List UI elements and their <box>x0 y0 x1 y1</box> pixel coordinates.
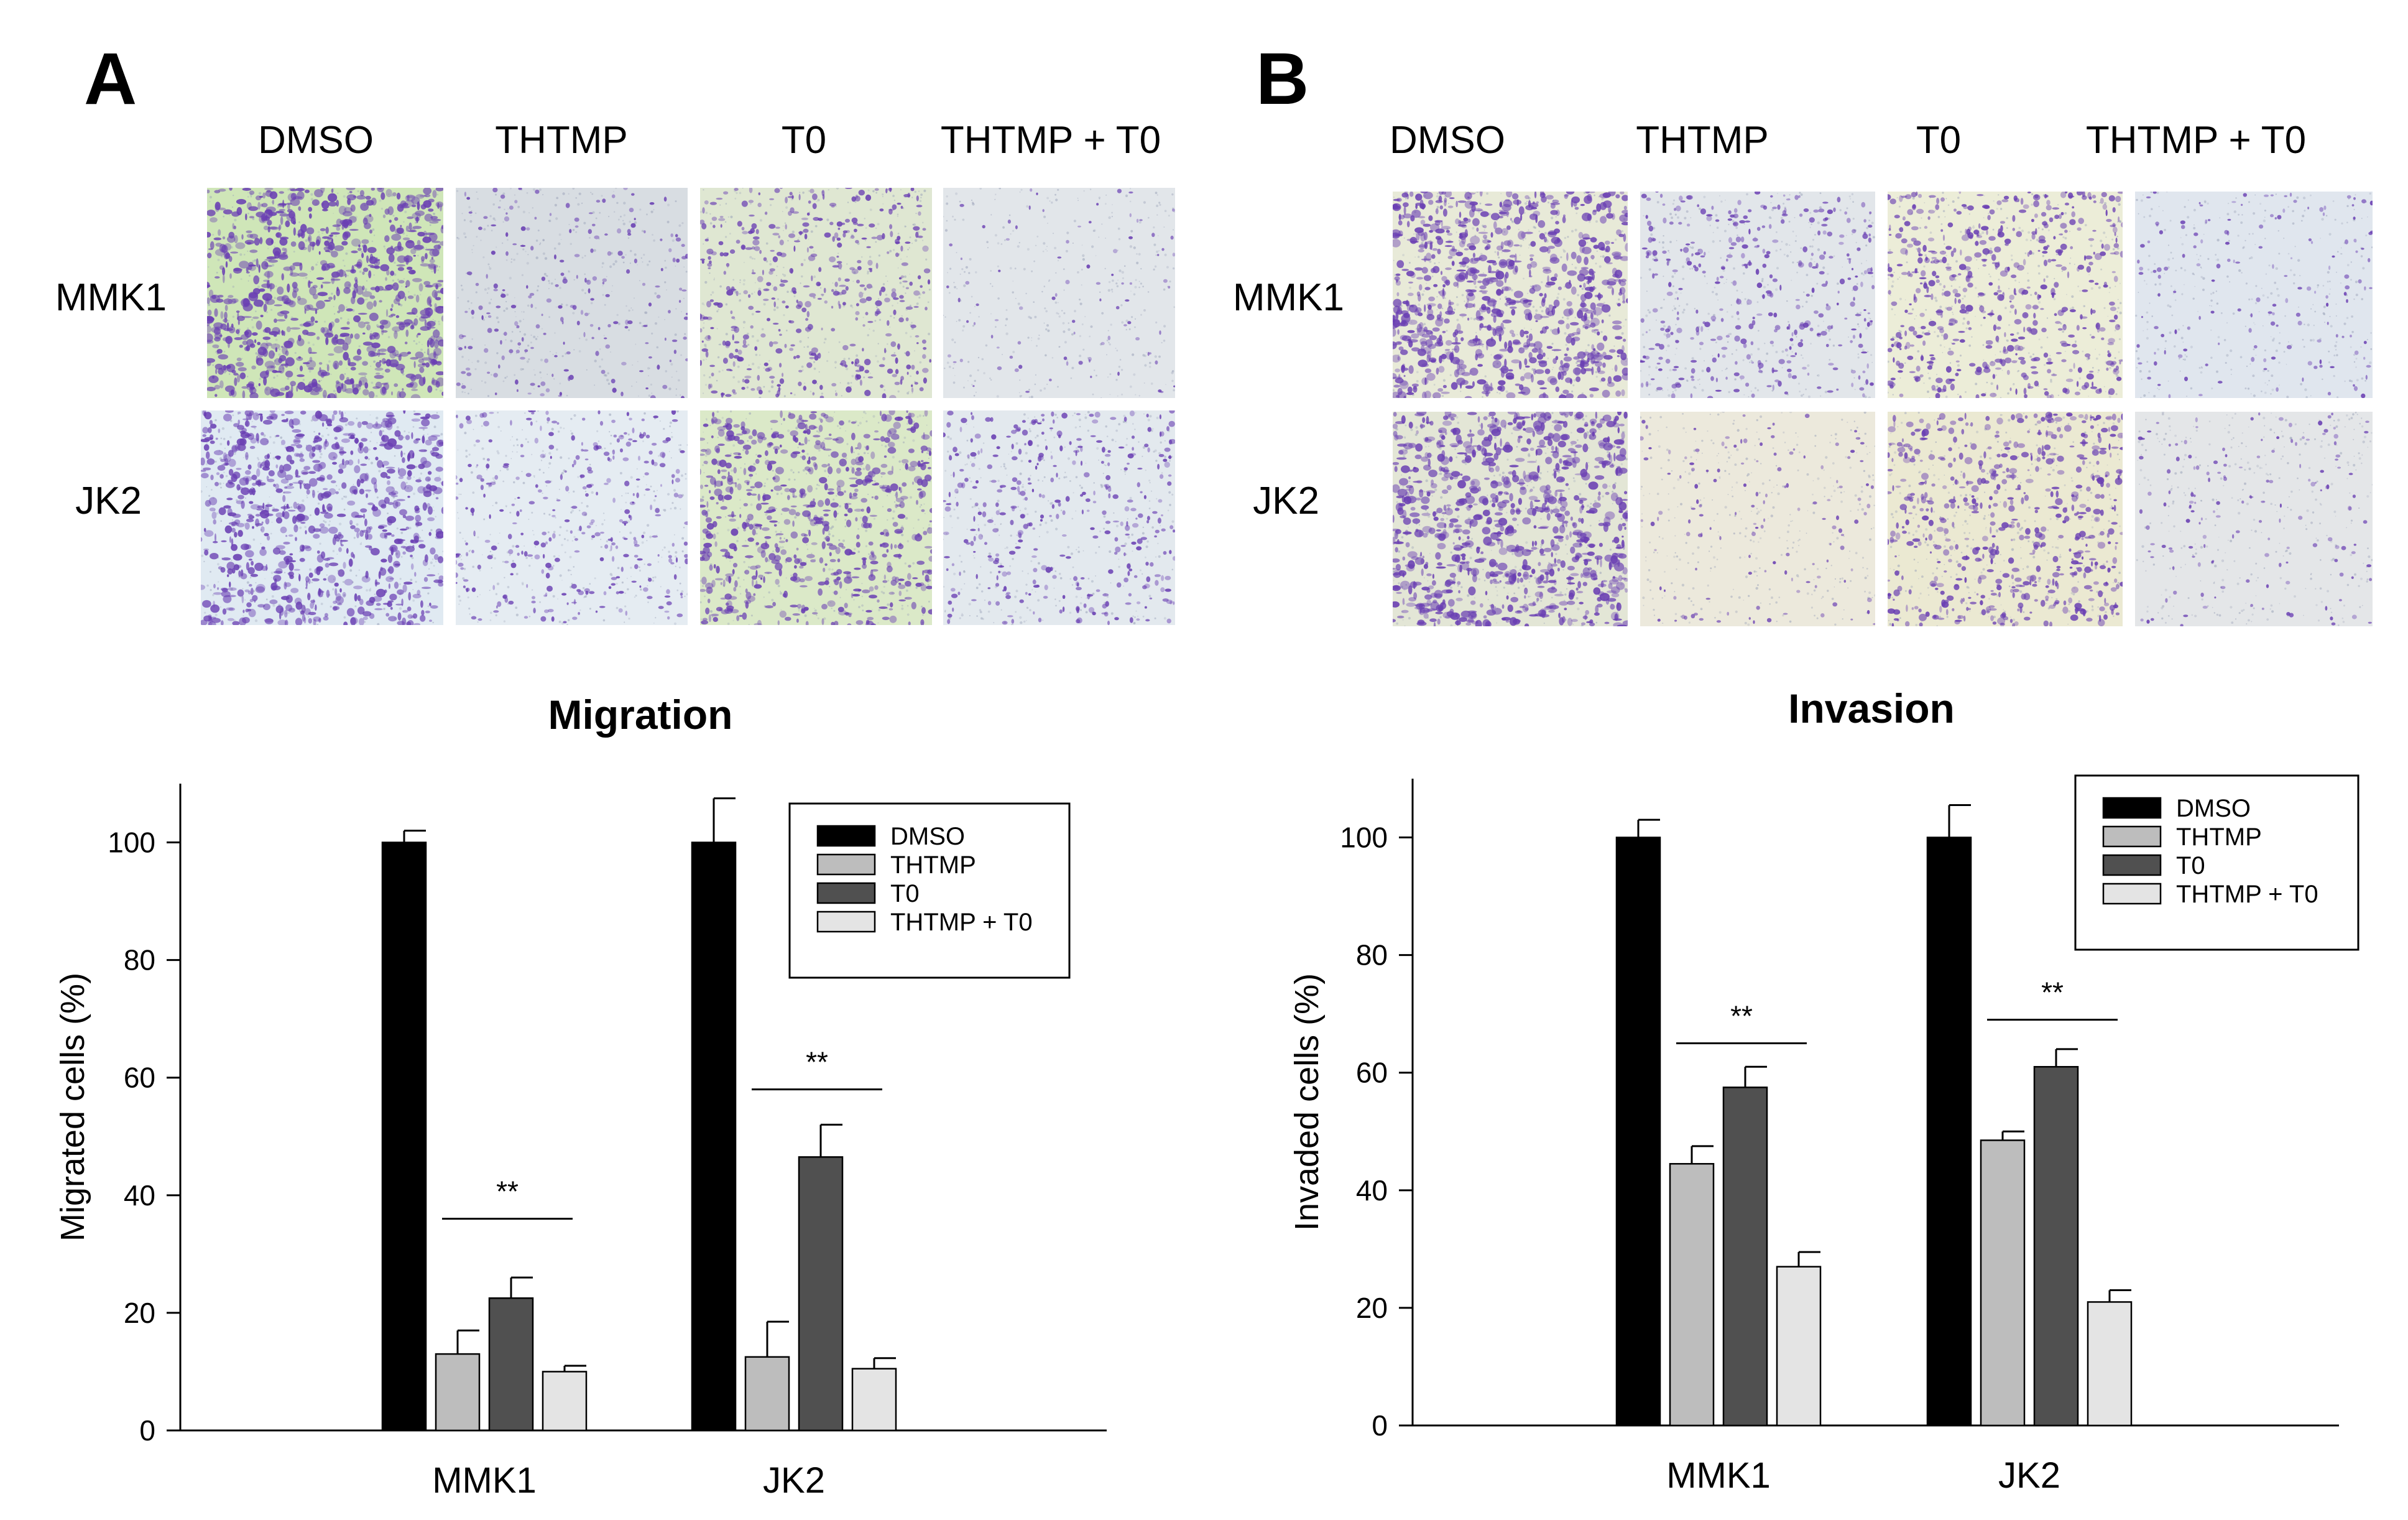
chart-migration: Migration 0 20 40 60 80 100 Migrated cells (%) M… <box>54 692 1107 1501</box>
significance-label: ** <box>1730 999 1753 1032</box>
panel-b-letter: B <box>1256 38 1309 120</box>
bar-jk2-thtmp <box>1980 1139 2026 1427</box>
bar-jk2-thtmp-t0 <box>2087 1301 2133 1427</box>
bar-jk2-dmso <box>691 841 737 1432</box>
significance-label: ** <box>2041 976 2064 1009</box>
bar-jk2-t0 <box>798 1156 844 1432</box>
y-tick-label: 80 <box>1356 939 1388 971</box>
legend-swatch <box>816 882 876 904</box>
y-tick-label: 0 <box>139 1414 155 1447</box>
micrograph-b-r1-c3 <box>2135 412 2373 626</box>
panel-b-row-jk2: JK2 <box>1253 480 1319 522</box>
chart-invasion: Invasion 0 20 40 60 80 100 Invaded cells (%) MMK… <box>1288 685 2360 1496</box>
y-tick-label: 60 <box>1356 1057 1388 1089</box>
panel-a-col-thtmp-t0: THTMP + T0 <box>940 119 1161 162</box>
y-tick-label: 20 <box>124 1297 155 1329</box>
legend-swatch <box>2102 854 2162 876</box>
micrograph-a-r0-c1 <box>456 188 688 398</box>
y-tick-label: 40 <box>1356 1174 1388 1207</box>
legend-label: T0 <box>890 880 920 907</box>
bar-mmk1-thtmp-t0 <box>1776 1266 1822 1427</box>
panel-a-col-t0: T0 <box>781 119 827 162</box>
micrograph-a-r1-c1 <box>456 410 688 625</box>
bar-mmk1-t0 <box>1722 1087 1768 1427</box>
legend-swatch <box>816 911 876 933</box>
x-tick-label: JK2 <box>763 1460 825 1501</box>
bar-mmk1-thtmp <box>1669 1163 1715 1427</box>
chart-title: Migration <box>548 692 733 738</box>
micrograph-b-r1-c1 <box>1640 412 1875 626</box>
legend-swatch <box>816 853 876 876</box>
micrograph-a-r0-c3 <box>943 188 1175 398</box>
bar-jk2-thtmp <box>744 1356 790 1432</box>
legend-swatch <box>2102 883 2162 905</box>
micrograph-b-r0-c3 <box>2135 192 2373 398</box>
micrograph-b-r1-c2 <box>1888 412 2123 626</box>
legend-swatch <box>2102 825 2162 848</box>
y-axis-label: Migrated cells (%) <box>54 973 91 1241</box>
panel-a-letter: A <box>84 38 137 120</box>
legend-label: THTMP <box>890 851 976 879</box>
bar-mmk1-thtmp <box>435 1353 481 1432</box>
micrograph-b-r0-c1 <box>1640 192 1875 398</box>
micrograph-a-r0-c0 <box>207 188 443 398</box>
panel-a-row-mmk1: MMK1 <box>55 276 167 319</box>
legend-label: THTMP + T0 <box>890 909 1033 936</box>
panel-a-row-jk2: JK2 <box>75 480 142 522</box>
bar-mmk1-dmso <box>381 841 427 1432</box>
bar-mmk1-dmso <box>1615 836 1661 1427</box>
x-tick-label: MMK1 <box>432 1460 537 1501</box>
panel-b-col-dmso: DMSO <box>1390 119 1505 162</box>
y-tick-label: 100 <box>108 827 155 859</box>
micrograph-a-r1-c0 <box>201 410 443 625</box>
micrograph-a-r0-c2 <box>700 188 932 398</box>
y-tick-label: 60 <box>124 1062 155 1094</box>
y-tick-label: 40 <box>124 1179 155 1212</box>
chart-title: Invasion <box>1788 685 1955 731</box>
y-tick-label: 80 <box>124 944 155 976</box>
bar-jk2-dmso <box>1926 836 1972 1427</box>
legend-label: DMSO <box>890 823 965 850</box>
legend-swatch <box>2102 797 2162 819</box>
legend-label: THTMP + T0 <box>2176 881 2318 908</box>
micrograph-b-r0-c0 <box>1393 192 1628 398</box>
panel-a-col-thtmp: THTMP <box>495 119 628 162</box>
x-tick-label: JK2 <box>1998 1455 2060 1496</box>
x-tick-label: MMK1 <box>1666 1455 1771 1496</box>
panel-a-col-dmso: DMSO <box>258 119 374 162</box>
legend-label: DMSO <box>2176 795 2251 822</box>
y-tick-label: 20 <box>1356 1292 1388 1324</box>
bar-mmk1-thtmp-t0 <box>542 1371 588 1432</box>
y-tick-label: 100 <box>1340 822 1388 854</box>
micrograph-b-r0-c2 <box>1888 192 2123 398</box>
bar-jk2-thtmp-t0 <box>851 1368 897 1432</box>
y-axis-label: Invaded cells (%) <box>1288 973 1326 1231</box>
panel-b-col-thtmp: THTMP <box>1636 119 1769 162</box>
panel-b-col-t0: T0 <box>1916 119 1962 162</box>
legend-label: T0 <box>2176 852 2205 879</box>
bar-jk2-t0 <box>2033 1066 2079 1427</box>
legend-swatch <box>816 825 876 847</box>
micrograph-b-r1-c0 <box>1393 412 1628 626</box>
significance-label: ** <box>806 1046 828 1078</box>
bar-mmk1-t0 <box>488 1297 534 1432</box>
significance-label: ** <box>496 1175 519 1208</box>
panel-b-row-mmk1: MMK1 <box>1232 276 1344 319</box>
micrograph-a-r1-c3 <box>943 410 1175 625</box>
legend-label: THTMP <box>2176 823 2262 851</box>
panel-b-col-thtmp-t0: THTMP + T0 <box>2085 119 2307 162</box>
micrograph-a-r1-c2 <box>700 410 932 625</box>
y-tick-label: 0 <box>1372 1409 1388 1442</box>
